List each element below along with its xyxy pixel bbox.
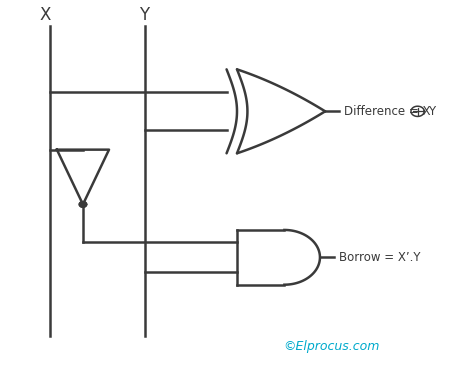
- Text: Y: Y: [428, 105, 435, 118]
- Polygon shape: [79, 201, 87, 207]
- Text: Difference = X: Difference = X: [344, 105, 430, 118]
- Text: Y: Y: [139, 6, 150, 24]
- Text: ©Elprocus.com: ©Elprocus.com: [283, 340, 380, 353]
- Text: Borrow = X’.Y: Borrow = X’.Y: [339, 251, 420, 264]
- Text: X: X: [39, 6, 51, 24]
